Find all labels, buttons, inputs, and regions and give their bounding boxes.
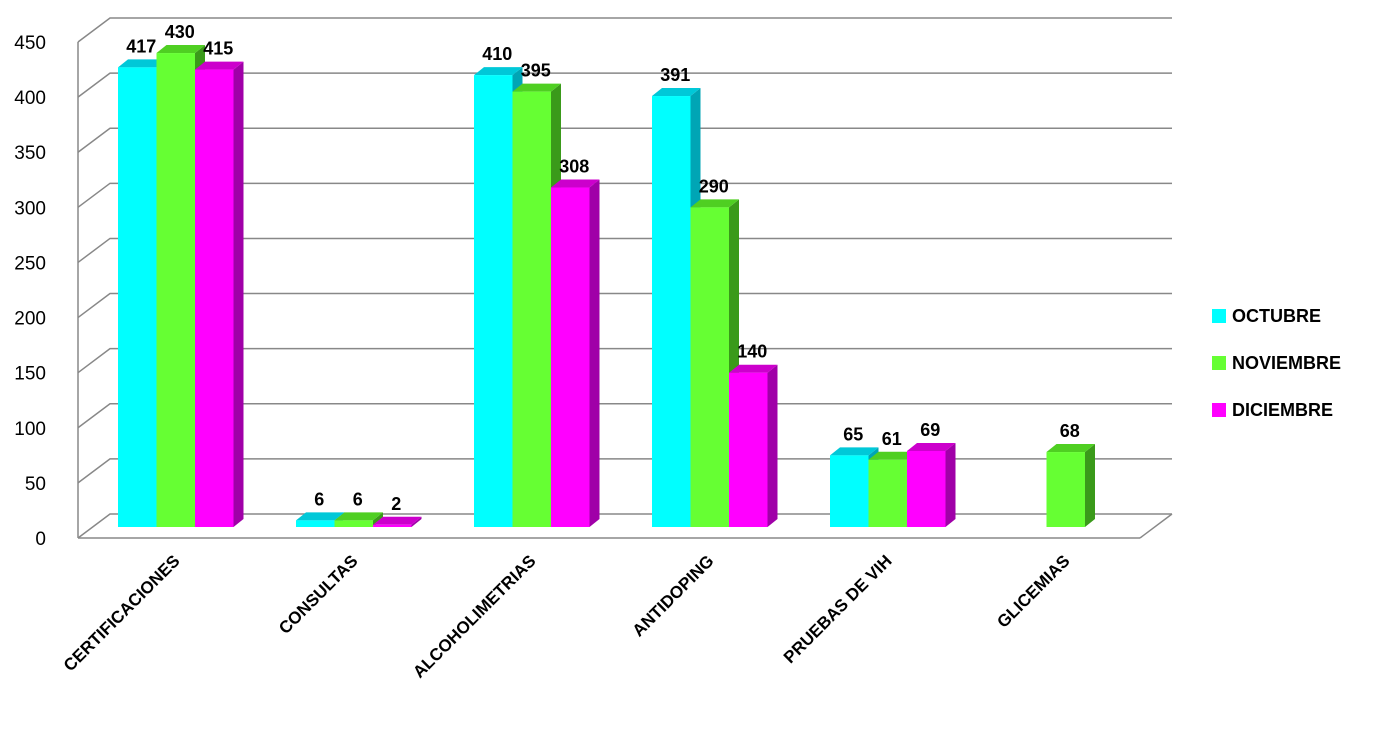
bar-side	[1085, 444, 1095, 527]
grid-line	[77, 458, 1172, 484]
bar-front	[373, 524, 412, 527]
value-label: 6	[353, 489, 363, 509]
value-label: 391	[660, 65, 690, 85]
bar	[729, 364, 778, 527]
bar-front	[195, 69, 234, 528]
legend-label: DICIEMBRE	[1232, 400, 1333, 420]
y-tick-label: 0	[35, 529, 46, 550]
bar-side	[589, 179, 600, 527]
value-label: 6	[314, 489, 324, 509]
bar-side	[233, 61, 244, 527]
value-label: 430	[165, 22, 195, 42]
bar-front	[907, 450, 946, 527]
y-tick-label: 150	[14, 364, 46, 385]
bar-top	[652, 88, 701, 97]
bar-front	[156, 53, 195, 528]
bar	[195, 61, 244, 528]
bar-front	[868, 459, 907, 527]
bar-top	[729, 364, 778, 373]
bar-top	[551, 179, 600, 188]
grid-line	[77, 127, 1172, 153]
value-label: 395	[521, 61, 551, 81]
value-label: 308	[559, 157, 589, 177]
bar-front	[512, 91, 551, 527]
grid-line	[77, 182, 1172, 208]
grid-line	[77, 403, 1172, 429]
y-tick-label: 300	[14, 198, 46, 219]
bar-front	[1046, 452, 1085, 527]
bar-front	[296, 520, 335, 527]
bar-top	[195, 61, 244, 70]
value-label: 2	[391, 494, 401, 514]
grid-line	[77, 17, 1172, 43]
value-label: 69	[920, 420, 940, 440]
bar-top	[512, 83, 561, 92]
value-label: 140	[737, 342, 767, 362]
bar-top	[1046, 444, 1095, 453]
x-tick-label: PRUEBAS DE VIH	[780, 551, 896, 667]
y-tick-label: 200	[14, 309, 46, 330]
y-tick-label: 450	[14, 33, 46, 54]
floor-edge	[1139, 513, 1173, 539]
bar	[1046, 444, 1095, 527]
grid-line	[77, 292, 1172, 319]
legend-swatch	[1212, 403, 1226, 417]
y-tick-label: 400	[14, 88, 46, 109]
bar-top	[156, 45, 205, 54]
y-tick-label: 50	[25, 474, 46, 495]
value-label: 415	[203, 39, 233, 59]
x-tick-label: CONSULTAS	[275, 551, 361, 637]
x-tick-label: ANTIDOPING	[629, 551, 718, 640]
bar	[652, 88, 701, 527]
value-label: 290	[699, 176, 729, 196]
bar-front	[118, 67, 157, 527]
x-tick-label: CERTIFICACIONES	[60, 551, 184, 675]
legend-swatch	[1212, 309, 1226, 323]
y-tick-label: 250	[14, 253, 46, 274]
legend-label: OCTUBRE	[1232, 306, 1321, 326]
bar-side	[767, 364, 778, 527]
legend-swatch	[1212, 356, 1226, 370]
bar-top	[474, 67, 523, 76]
y-tick-label: 100	[14, 419, 46, 440]
bar-top	[334, 512, 383, 521]
bar-top	[296, 512, 345, 521]
x-tick-label: GLICEMIAS	[993, 551, 1073, 631]
bar-front	[830, 455, 869, 527]
value-label: 68	[1060, 421, 1080, 441]
grid-line	[77, 72, 1172, 98]
bar-front	[690, 207, 729, 527]
x-tick-label: ALCOHOLIMETRIAS	[409, 551, 539, 681]
bar-side	[411, 516, 422, 527]
bar-top	[907, 442, 956, 451]
bar-top	[118, 59, 167, 68]
value-label: 65	[843, 424, 863, 444]
grid-line	[77, 513, 1172, 539]
bar-side	[945, 442, 956, 527]
value-label: 417	[126, 36, 156, 56]
bar	[907, 442, 956, 527]
bar-front	[334, 520, 373, 527]
bar-top	[690, 199, 739, 208]
bar-top	[868, 451, 917, 460]
bar-front	[551, 187, 590, 527]
bar	[373, 516, 422, 527]
bar-top	[830, 447, 879, 456]
y-tick-label: 350	[14, 143, 46, 164]
value-label: 61	[882, 429, 902, 449]
bar-front	[652, 96, 691, 527]
bar	[551, 179, 600, 527]
bar-front	[729, 372, 768, 527]
bar-top	[373, 516, 422, 525]
legend-label: NOVIEMBRE	[1232, 353, 1341, 373]
grid-line	[77, 237, 1172, 264]
bar-front	[474, 75, 513, 527]
grid-line	[77, 347, 1172, 374]
value-label: 410	[482, 44, 512, 64]
